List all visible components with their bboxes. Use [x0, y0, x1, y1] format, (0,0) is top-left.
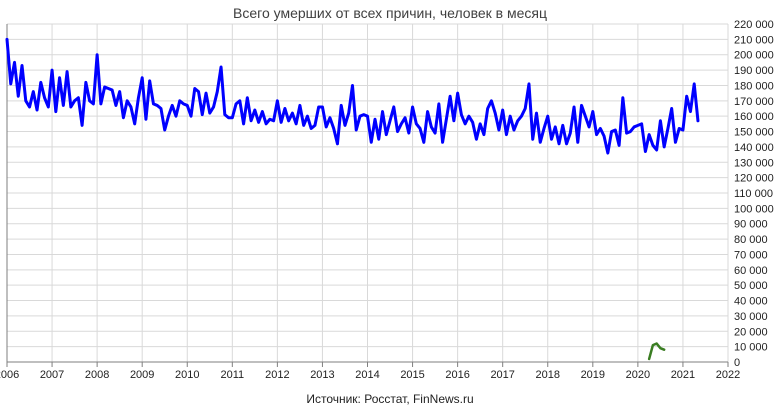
y-tick-label: 150 000	[734, 127, 774, 139]
y-tick-label: 200 000	[734, 50, 774, 62]
x-tick-label: 2010	[175, 369, 199, 381]
y-tick-label: 90 000	[734, 219, 768, 231]
x-tick-label: 2018	[536, 369, 560, 381]
x-tick-label: 2014	[355, 369, 379, 381]
y-tick-label: 110 000	[734, 188, 773, 200]
x-tick-label: 2011	[220, 369, 244, 381]
x-tick-label: 2020	[626, 369, 650, 381]
x-tick-label: 2019	[581, 369, 605, 381]
y-tick-label: 10 000	[734, 342, 768, 354]
y-tick-label: 210 000	[734, 34, 774, 46]
x-tick-label: 2016	[445, 369, 469, 381]
y-tick-label: 100 000	[734, 203, 774, 215]
x-tick-label: 2008	[85, 369, 109, 381]
y-tick-label: 80 000	[734, 234, 768, 246]
chart-source: Источник: Росстат, FinNews.ru	[306, 392, 474, 406]
y-tick-label: 160 000	[734, 111, 774, 123]
y-tick-label: 40 000	[734, 296, 768, 308]
y-tick-label: 70 000	[734, 249, 768, 261]
y-tick-label: 30 000	[734, 311, 768, 323]
y-tick-label: 140 000	[734, 142, 774, 154]
x-tick-label: 2012	[265, 369, 289, 381]
y-tick-label: 220 000	[734, 19, 774, 31]
x-tick-label: 2017	[490, 369, 514, 381]
y-tick-label: 190 000	[734, 65, 774, 77]
y-tick-label: 20 000	[734, 326, 768, 338]
x-tick-label: 2022	[716, 369, 740, 381]
y-tick-label: 170 000	[734, 96, 774, 108]
x-tick-label: 2013	[310, 369, 334, 381]
y-tick-label: 60 000	[734, 265, 768, 277]
x-tick-label: 2021	[671, 369, 695, 381]
y-tick-label: 130 000	[734, 157, 774, 169]
x-tick-label: 2009	[130, 369, 154, 381]
y-tick-label: 180 000	[734, 80, 774, 92]
y-tick-label: 50 000	[734, 280, 768, 292]
x-tick-label: 2007	[40, 369, 64, 381]
chart-title: Всего умерших от всех причин, человек в …	[233, 5, 547, 21]
x-tick-label: 2015	[400, 369, 424, 381]
deaths-series-line	[5, 37, 700, 155]
x-tick-label: 2006	[0, 369, 19, 381]
y-tick-label: 0	[734, 357, 740, 369]
covid-series-line	[647, 342, 666, 361]
y-tick-label: 120 000	[734, 173, 774, 185]
